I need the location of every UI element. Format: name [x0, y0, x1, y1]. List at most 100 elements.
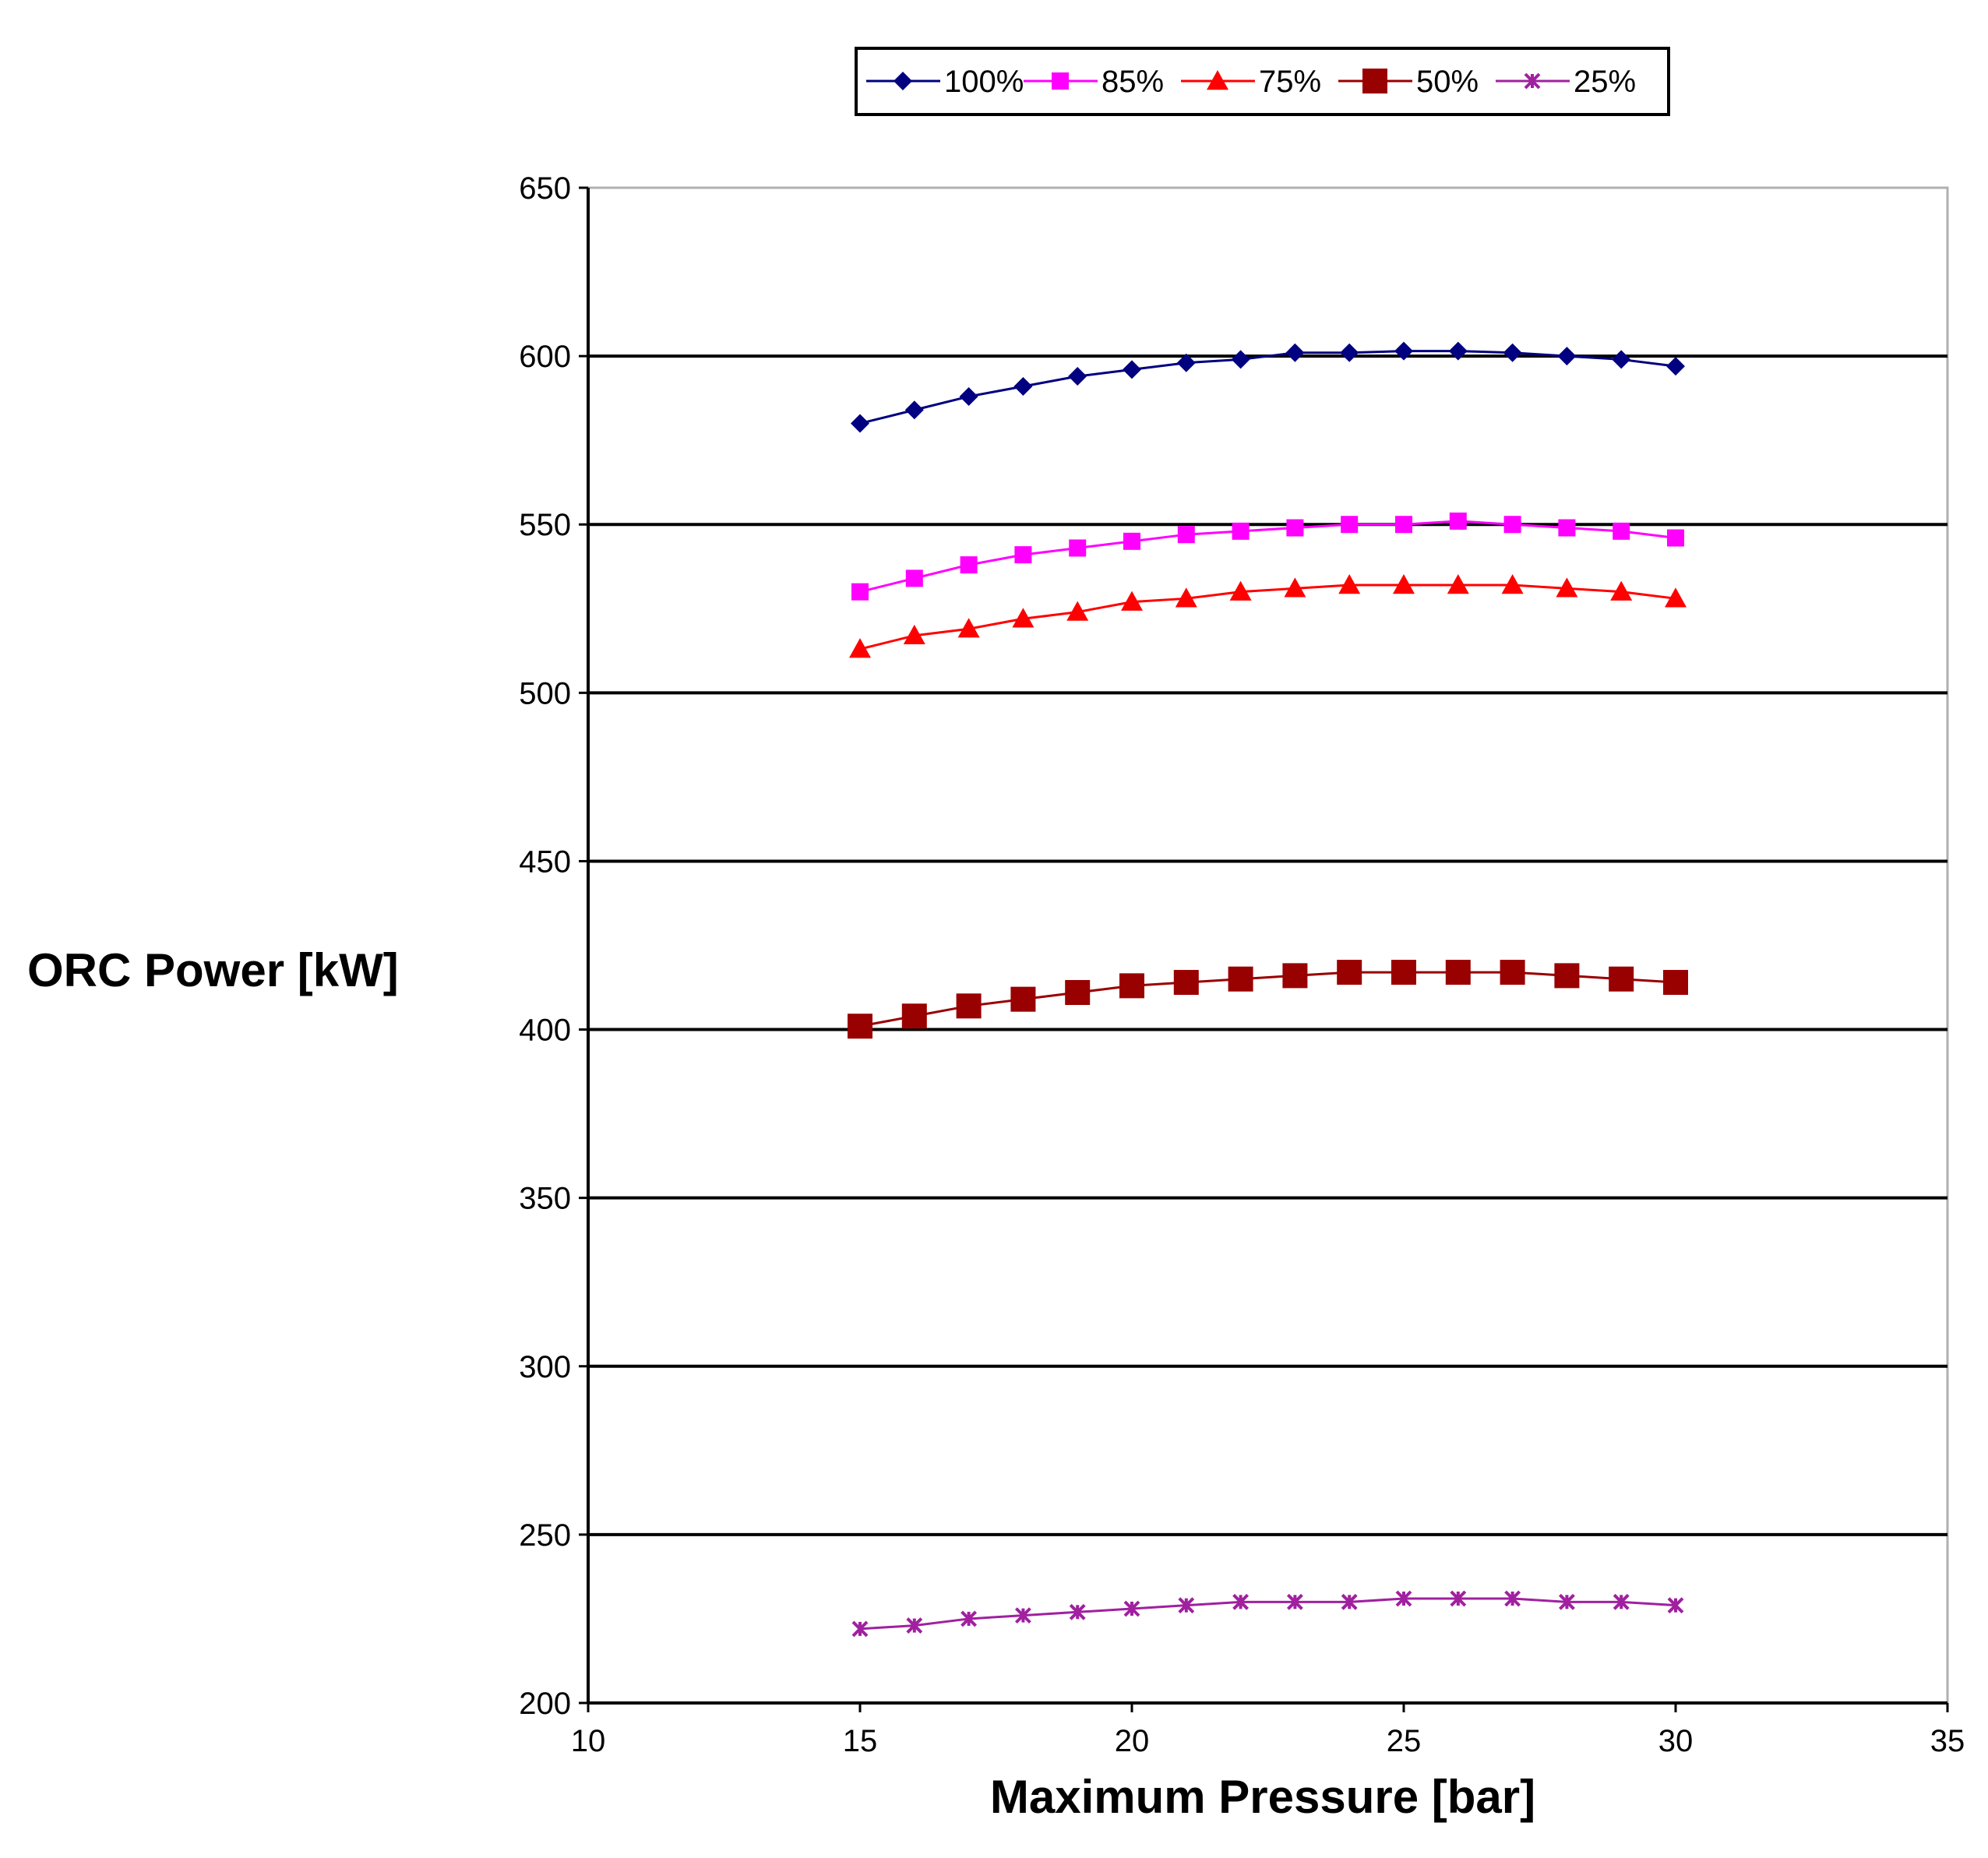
legend-marker	[1207, 70, 1228, 90]
data-point	[1395, 516, 1412, 534]
data-point	[1504, 1590, 1521, 1607]
data-point	[1663, 970, 1688, 996]
y-tick-label: 400	[519, 1014, 571, 1048]
series-50pct	[848, 960, 1688, 1039]
data-point	[1449, 512, 1467, 530]
y-tick-label: 300	[519, 1350, 571, 1384]
data-point	[1066, 601, 1089, 621]
x-tick-label: 20	[1115, 1724, 1150, 1758]
data-point	[1666, 357, 1685, 376]
data-point	[1503, 343, 1522, 362]
legend-label: 75%	[1259, 65, 1321, 99]
legend-label: 85%	[1102, 65, 1164, 99]
data-point	[1065, 980, 1091, 1006]
y-tick-label: 250	[519, 1518, 571, 1553]
x-tick-label: 10	[571, 1724, 606, 1758]
data-point	[851, 414, 869, 433]
legend-marker	[1362, 69, 1387, 93]
plot-area	[587, 186, 1949, 1705]
x-tick-label: 35	[1930, 1724, 1965, 1758]
data-point	[960, 556, 978, 574]
series-85pct	[851, 512, 1684, 601]
y-tick-label: 200	[519, 1687, 571, 1721]
data-point	[1341, 516, 1359, 534]
data-point	[1554, 963, 1580, 989]
legend-marker	[894, 72, 912, 90]
data-point	[1558, 1593, 1575, 1610]
data-point	[1558, 519, 1576, 537]
series-line	[859, 350, 1676, 425]
data-point	[1286, 1593, 1303, 1610]
data-point	[1014, 1607, 1031, 1624]
y-tick-label: 600	[519, 340, 571, 374]
data-point	[1285, 343, 1305, 362]
legend-item: 50%	[1338, 65, 1479, 99]
data-point	[1665, 587, 1687, 608]
data-point	[1448, 341, 1468, 361]
data-point	[961, 1610, 978, 1627]
data-point	[1069, 539, 1087, 557]
data-point	[1012, 608, 1035, 628]
series-75pct	[849, 574, 1687, 658]
data-point	[1340, 343, 1359, 362]
data-point	[1069, 1603, 1086, 1620]
data-point	[1338, 574, 1361, 594]
data-point	[903, 624, 925, 645]
series-100pct	[851, 341, 1685, 433]
data-point	[1450, 1590, 1467, 1607]
data-point	[1068, 367, 1087, 386]
data-point	[1613, 522, 1630, 540]
data-point	[851, 1620, 869, 1638]
x-tick-label: 15	[843, 1724, 878, 1758]
data-point	[1394, 341, 1413, 361]
data-point	[1667, 529, 1684, 547]
x-axis-title: Maximum Pressure [bar]	[990, 1771, 1535, 1823]
data-point	[1500, 960, 1525, 985]
legend-label: 50%	[1416, 65, 1479, 99]
data-point	[1284, 577, 1306, 598]
series-line	[859, 1597, 1676, 1631]
data-point	[1503, 516, 1521, 534]
y-tick-label: 650	[519, 171, 571, 206]
data-point	[1232, 522, 1250, 540]
legend-item: 75%	[1181, 65, 1321, 99]
data-point	[1229, 580, 1252, 601]
data-point	[906, 1617, 923, 1634]
data-point	[1341, 1593, 1358, 1610]
data-point	[1337, 960, 1362, 985]
data-point	[1610, 580, 1633, 601]
data-point	[905, 569, 923, 587]
data-point	[1123, 1600, 1140, 1617]
series-line	[859, 520, 1676, 594]
data-point	[1176, 353, 1196, 372]
data-point	[957, 618, 980, 638]
data-point	[1178, 1597, 1195, 1614]
legend-label: 25%	[1574, 65, 1636, 99]
data-point	[1123, 532, 1140, 550]
data-point	[1613, 1593, 1630, 1610]
data-point	[1123, 360, 1141, 379]
legend-marker	[1052, 72, 1069, 90]
data-point	[1286, 519, 1304, 537]
data-point	[1010, 986, 1036, 1012]
data-point	[849, 638, 871, 658]
y-tick-label: 550	[519, 508, 571, 542]
data-point	[1231, 350, 1250, 369]
series-line	[859, 971, 1676, 1028]
y-axis-title: ORC Power [kW]	[27, 944, 399, 996]
data-point	[1175, 587, 1197, 608]
x-tick-label: 25	[1387, 1724, 1422, 1758]
data-point	[1014, 546, 1032, 564]
data-point	[1393, 574, 1415, 594]
data-point	[956, 993, 982, 1019]
y-tick-label: 350	[519, 1182, 571, 1216]
y-tick-label: 450	[519, 844, 571, 879]
data-point	[851, 583, 869, 601]
x-tick-label: 30	[1658, 1724, 1694, 1758]
data-point	[1121, 591, 1143, 611]
data-point	[1447, 574, 1469, 594]
legend-item: 100%	[866, 65, 1024, 99]
data-point	[1177, 526, 1195, 544]
data-point	[1557, 347, 1577, 366]
